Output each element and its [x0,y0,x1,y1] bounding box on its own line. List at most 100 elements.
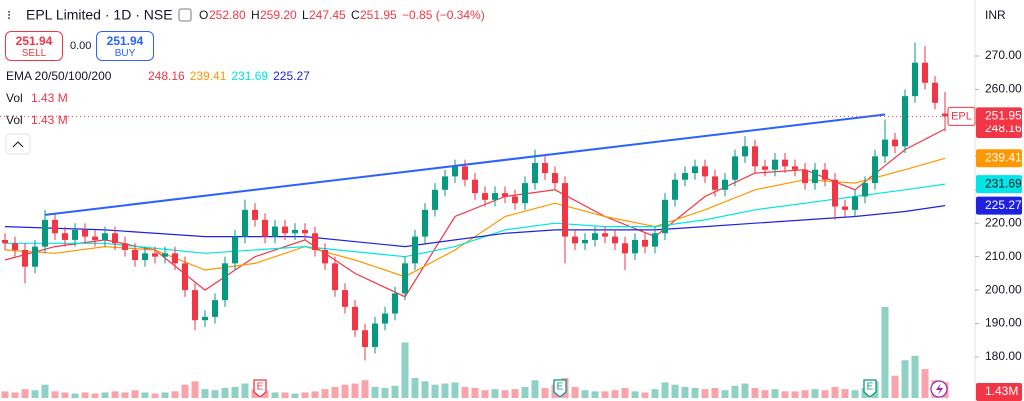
candle-body [642,239,648,247]
candle-body [612,236,618,244]
sell-button[interactable]: 251.94 SELL [5,31,63,61]
volume-bar [521,386,529,398]
price-tag-label: 251.95 [985,109,1022,123]
candle-body [622,243,628,254]
candle-body [942,113,948,117]
candle-body [682,173,688,180]
candle-body [42,219,48,247]
candle-body [402,263,408,294]
volume-tag [976,383,1022,401]
volume-bar [141,392,149,398]
volume-bar [31,390,39,398]
volume-bar [511,389,519,398]
volume-bar [741,383,749,398]
price-tag-label: 239.41 [985,150,1022,164]
low-key: L [302,8,309,22]
candle-body [422,209,428,237]
volume-bar [251,389,259,398]
volume-bar [171,391,179,398]
sell-label: SELL [21,48,47,59]
volume-bar [771,389,779,398]
news-bolt [936,383,943,395]
candle-body [902,96,908,147]
volume-bar [751,388,759,398]
volume-bar [151,393,159,398]
volume-bar [671,384,679,398]
collapse-button [5,133,31,155]
volume-bar [11,392,19,398]
news-icon [930,380,948,398]
volume-bar [881,306,889,398]
volume-bar [71,393,79,398]
candle-body [662,199,668,234]
volume-bar [351,383,359,398]
candle-body [362,330,368,347]
candle-body [772,159,778,170]
buy-label: BUY [114,48,136,59]
volume-bar [181,384,189,398]
candle-body [372,323,378,347]
candle-body [452,166,458,177]
high-key: H [251,8,260,22]
menu-icon: ⁝ [7,7,11,22]
ema-line [4,205,946,248]
volume-bar [871,381,879,398]
ema-value: 248.16 [148,69,185,83]
volume-bar [861,388,869,398]
volume-bar [111,391,119,398]
candle-body [312,233,318,250]
candle-body [802,169,808,184]
candle-body [352,306,358,331]
collapse-icon [12,141,24,148]
candle-body [2,239,8,244]
candle-body [592,233,598,240]
volume-bar [451,382,459,398]
candle-body [302,229,308,234]
volume-bar [531,380,539,398]
event-label: E [257,382,264,393]
volume-bar [891,375,899,398]
volume-bar [571,386,579,398]
candle-body [162,253,168,257]
volume-bar [271,392,279,398]
candle-body [632,239,638,254]
y-tick-label: 180.00 [985,349,1022,363]
candle-body [582,239,588,244]
candle-body [672,179,678,200]
volume-bar [241,383,249,398]
volume-bar [561,378,569,398]
chart-title: EPL Limited · 1D · NSE [26,7,173,23]
candle-body [192,290,198,321]
y-tick-label: 260.00 [985,82,1022,96]
candle-body [712,176,718,190]
candle-body [602,233,608,237]
candle-body [172,253,178,264]
candle-body [412,236,418,264]
volume-bar [471,388,479,398]
volume-bar [851,390,859,398]
candle-body [532,163,538,184]
volume-bar [811,389,819,398]
y-tick-label: 240.00 [985,149,1022,163]
volume-bar [161,392,169,398]
volume-bar [231,386,239,398]
event-marker [253,379,267,398]
volume-bar [491,389,499,398]
price-tag [976,149,1022,168]
volume-bar [131,390,139,398]
volume-bar [281,392,289,398]
y-tick-label: 210.00 [985,249,1022,263]
candle-body [892,139,898,147]
candle-body [492,193,498,200]
candle-body [722,179,728,190]
candle-body [932,82,938,103]
event-label: E [557,382,564,393]
candle-body [482,193,488,200]
ema-value: 231.69 [231,69,268,83]
buy-button[interactable]: 251.94 BUY [96,31,154,61]
volume-bar [481,390,489,398]
candle-body [842,206,848,210]
candle-body [502,193,508,197]
